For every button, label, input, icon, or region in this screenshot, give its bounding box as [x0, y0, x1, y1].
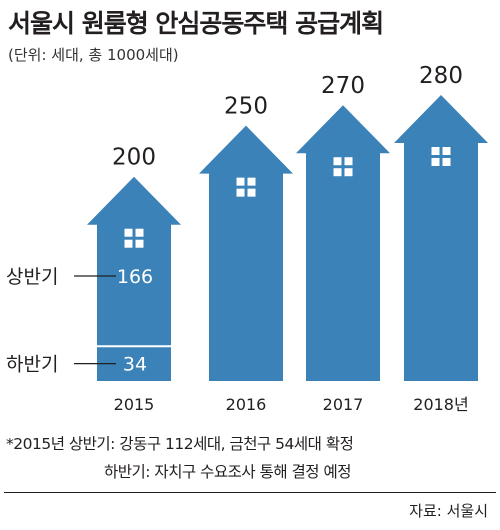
window-pane: [247, 188, 256, 197]
segment-value-second-half: 34: [123, 354, 147, 376]
value-label-2017: 270: [321, 73, 365, 99]
window-pane: [236, 188, 245, 197]
window-pane: [442, 158, 451, 166]
window-pane: [442, 147, 451, 155]
window-pane: [333, 157, 342, 166]
x-tick-label-2017: 2017: [323, 395, 364, 414]
segment-value-first-half: 166: [117, 266, 153, 288]
house-bar-2018년: [394, 95, 488, 381]
house-bar-2017: [296, 105, 390, 381]
value-label-2016: 250: [224, 94, 268, 120]
window-pane: [431, 147, 440, 155]
unit-label: (단위: 세대, 총 1000세대): [8, 46, 179, 64]
x-tick-label-2018년: 2018년: [413, 395, 468, 414]
window-pane: [124, 228, 133, 237]
window-pane: [236, 177, 245, 186]
window-pane: [135, 228, 144, 237]
x-tick-label-2015: 2015: [114, 395, 155, 414]
window-pane: [333, 168, 342, 177]
value-label-2015: 200: [112, 145, 156, 171]
window-pane: [344, 157, 353, 166]
window-pane: [247, 177, 256, 186]
x-tick-label-2016: 2016: [226, 395, 267, 414]
segment-name-first-half: 상반기: [6, 266, 58, 288]
house-bar-2016: [199, 125, 293, 382]
footnote-first-half: *2015년 상반기: 강동구 112세대, 금천구 54세대 확정: [6, 435, 354, 453]
divider-line: [4, 492, 496, 493]
window-pane: [124, 239, 133, 248]
segment-name-second-half: 하반기: [6, 354, 58, 376]
house-bar-2015: [87, 176, 181, 381]
chart-title: 서울시 원룸형 안심공동주택 공급계획: [8, 9, 384, 38]
window-pane: [135, 239, 144, 248]
source-label: 자료: 서울시: [409, 502, 488, 520]
footnote-second-half: 하반기: 자치구 수요조사 통해 결정 예정: [104, 463, 352, 481]
window-pane: [344, 168, 353, 177]
value-label-2018년: 280: [419, 63, 463, 89]
window-pane: [431, 158, 440, 166]
